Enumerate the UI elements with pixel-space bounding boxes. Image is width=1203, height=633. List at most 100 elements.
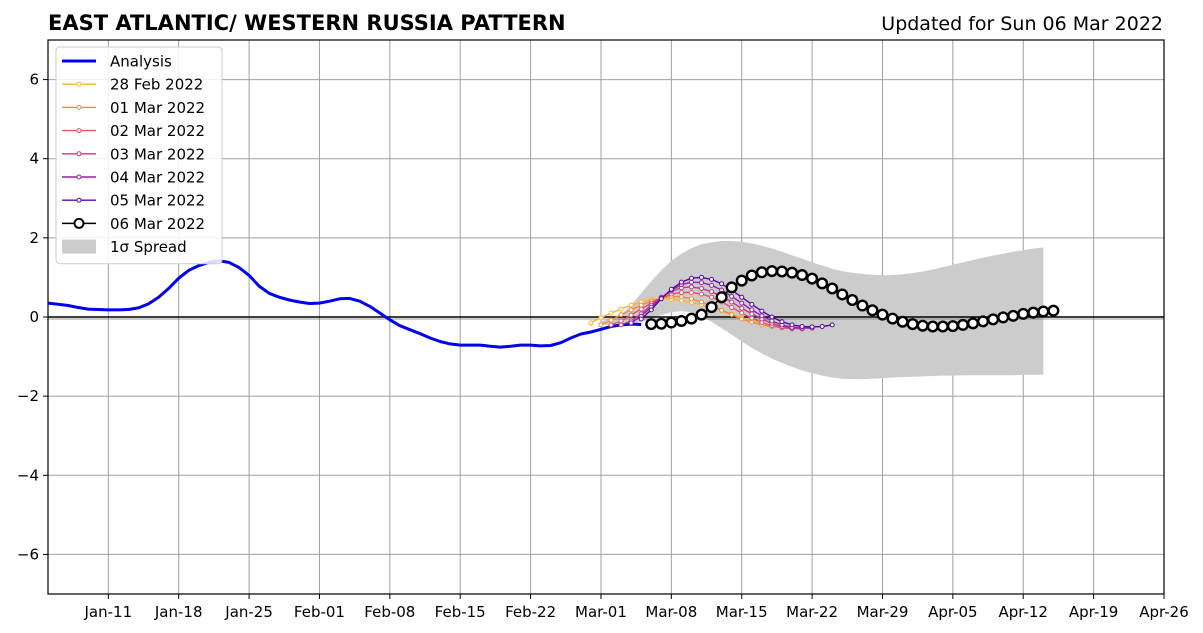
forecast-point <box>916 319 929 332</box>
forecast-point <box>745 269 758 282</box>
legend-label: 1σ Spread <box>110 238 187 256</box>
forecast-point <box>628 312 634 318</box>
legend-swatch <box>62 239 96 254</box>
forecast-point <box>729 312 735 318</box>
analysis-line <box>48 259 642 349</box>
forecast-point <box>719 307 725 313</box>
chart-title: EAST ATLANTIC/ WESTERN RUSSIA PATTERN <box>48 11 566 35</box>
forecast-point <box>866 304 879 317</box>
forecast-point <box>886 312 899 325</box>
x-tick-label: Mar-22 <box>786 603 838 621</box>
y-tick-label: 4 <box>29 150 39 168</box>
forecast-point <box>608 317 614 323</box>
forecast-point <box>588 320 594 326</box>
legend-entry: 02 Mar 2022 <box>62 122 205 140</box>
x-tick-label: Apr-12 <box>998 603 1048 621</box>
forecast-point <box>799 323 805 329</box>
y-tick-label: −4 <box>17 466 39 484</box>
x-tick-label: Apr-05 <box>928 603 978 621</box>
forecast-point <box>699 299 705 305</box>
forecast-point <box>699 274 705 280</box>
legend-marker <box>76 151 82 157</box>
x-tick-label: Feb-22 <box>505 603 556 621</box>
legend-box <box>55 46 223 265</box>
legend-entry: 28 Feb 2022 <box>62 76 203 94</box>
forecast-point <box>749 311 755 317</box>
forecast-point <box>608 322 614 328</box>
forecast-point <box>618 322 624 328</box>
forecast-point <box>765 265 778 278</box>
y-tick-label: −2 <box>17 387 39 405</box>
forecast-point <box>1037 305 1050 318</box>
forecast-point <box>678 294 684 300</box>
forecast-point <box>926 320 939 333</box>
legend-entry: 01 Mar 2022 <box>62 99 205 117</box>
forecast-series-06-mar-2022 <box>645 265 1060 333</box>
forecast-point <box>1027 306 1040 319</box>
forecast-point <box>638 306 644 312</box>
forecast-point <box>725 281 738 294</box>
forecast-point <box>618 306 624 312</box>
forecast-point <box>645 318 658 331</box>
forecast-point <box>896 315 909 328</box>
forecast-point <box>699 280 705 286</box>
forecast-point <box>598 315 604 321</box>
forecast-point <box>769 318 775 324</box>
x-tick-label: Apr-26 <box>1139 603 1189 621</box>
forecast-point <box>739 310 745 316</box>
forecast-point <box>678 289 684 295</box>
x-tick-label: Jan-25 <box>224 603 273 621</box>
forecast-point <box>759 308 765 314</box>
forecast-point <box>628 307 634 313</box>
y-tick-label: 6 <box>29 71 39 89</box>
forecast-point <box>719 281 725 287</box>
legend-marker <box>76 174 82 180</box>
x-tick-label: Apr-19 <box>1069 603 1119 621</box>
x-tick-label: Feb-08 <box>364 603 415 621</box>
forecast-point <box>786 266 799 279</box>
x-tick-label: Mar-01 <box>575 603 627 621</box>
forecast-point <box>836 288 849 301</box>
forecast-series-05-mar-2022 <box>638 274 835 330</box>
forecast-point <box>668 286 674 292</box>
legend-marker <box>76 81 82 87</box>
forecast-point <box>739 316 745 322</box>
forecast-point <box>709 282 715 288</box>
forecast-point <box>1007 309 1020 322</box>
forecast-point <box>769 314 775 320</box>
x-tick-label: Jan-18 <box>154 603 203 621</box>
forecast-point <box>946 320 959 333</box>
legend-entry: 1σ Spread <box>62 238 187 256</box>
legend-entry: 06 Mar 2022 <box>62 215 205 233</box>
forecast-point <box>789 322 795 328</box>
forecast-point <box>608 310 614 316</box>
legend-label: 01 Mar 2022 <box>110 99 205 117</box>
forecast-point <box>749 315 755 321</box>
legend-marker <box>73 217 85 229</box>
legend-label: 05 Mar 2022 <box>110 192 205 210</box>
forecast-point <box>709 289 715 295</box>
forecast-point <box>779 319 785 325</box>
y-tick-label: 0 <box>29 308 39 326</box>
forecast-point <box>735 274 748 287</box>
forecast-point <box>977 315 990 328</box>
x-tick-label: Mar-15 <box>716 603 768 621</box>
forecast-point <box>987 313 1000 326</box>
x-tick-label: Mar-08 <box>645 603 697 621</box>
legend: Analysis 28 Feb 2022 01 Mar 2022 02 Mar 202… <box>55 46 223 265</box>
forecast-point <box>618 318 624 324</box>
forecast-point <box>997 311 1010 324</box>
legend-label: 28 Feb 2022 <box>110 76 203 94</box>
legend-entry: 05 Mar 2022 <box>62 192 205 210</box>
forecast-point <box>675 314 688 327</box>
forecast-point <box>739 294 745 300</box>
y-tick-label: −6 <box>17 545 39 563</box>
x-tick-label: Feb-01 <box>294 603 345 621</box>
forecast-point <box>856 299 869 312</box>
forecast-point <box>628 302 634 308</box>
forecast-point <box>678 279 684 285</box>
y-tick-label: 2 <box>29 229 39 247</box>
forecast-point <box>749 319 755 325</box>
legend-marker <box>76 128 82 134</box>
forecast-point <box>729 305 735 311</box>
